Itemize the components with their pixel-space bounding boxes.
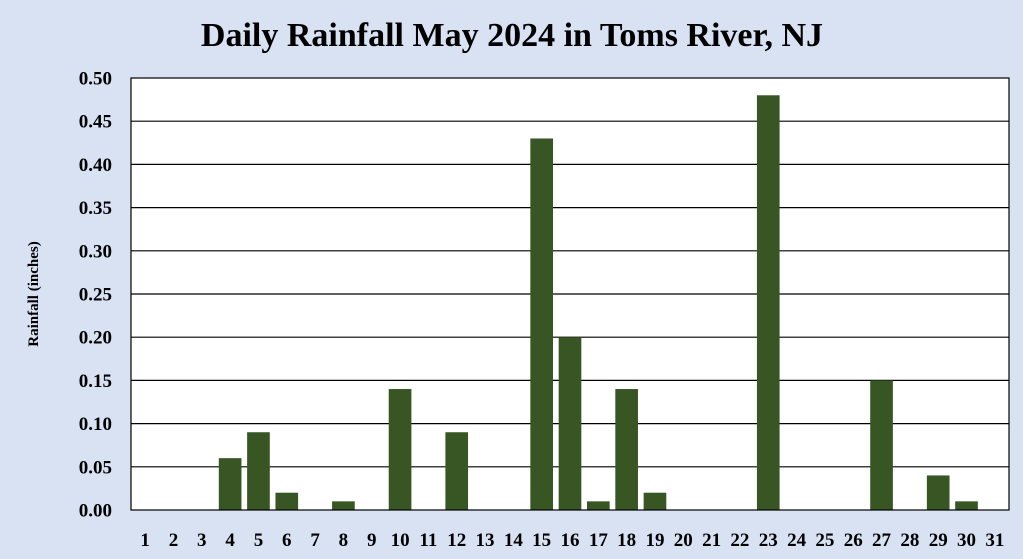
- y-tick-label: 0.05: [79, 457, 112, 478]
- bar-day-17: [586, 501, 610, 510]
- bar-day-16: [558, 337, 582, 510]
- y-tick-label: 0.45: [79, 112, 112, 133]
- y-tick-label: 0.35: [79, 198, 112, 219]
- x-tick-label: 7: [310, 530, 320, 551]
- x-tick-label: 25: [815, 530, 834, 551]
- x-tick-label: 20: [674, 530, 693, 551]
- bar-day-27: [870, 380, 893, 510]
- x-tick-label: 3: [197, 530, 207, 551]
- x-tick-label: 30: [957, 530, 976, 551]
- bar-day-10: [388, 389, 412, 510]
- y-tick-label: 0.40: [79, 155, 112, 176]
- bars: [218, 95, 978, 511]
- x-tick-label: 2: [169, 530, 179, 551]
- bar-day-12: [445, 432, 469, 510]
- bar-day-30: [955, 501, 978, 510]
- x-tick-label: 26: [844, 530, 863, 551]
- x-tick-label: 5: [254, 530, 264, 551]
- x-tick-label: 10: [391, 530, 410, 551]
- x-tick-label: 4: [225, 530, 235, 551]
- x-tick-label: 16: [561, 530, 580, 551]
- x-tick-label: 15: [532, 530, 551, 551]
- x-tick-label: 1: [140, 530, 150, 551]
- y-axis-tick-labels: 0.00 0.05 0.10 0.15 0.20 0.25 0.30 0.35 0.40 0.45…: [79, 69, 112, 522]
- y-tick-label: 0.50: [79, 69, 112, 90]
- x-tick-label: 24: [787, 530, 807, 551]
- x-tick-label: 27: [872, 530, 892, 551]
- y-tick-label: 0.10: [79, 414, 112, 435]
- x-tick-label: 22: [730, 530, 749, 551]
- x-tick-label: 31: [985, 530, 1004, 551]
- y-tick-label: 0.30: [79, 241, 112, 262]
- x-tick-label: 29: [929, 530, 948, 551]
- bar-day-6: [275, 492, 299, 510]
- x-tick-label: 13: [476, 530, 495, 551]
- bar-day-18: [615, 389, 638, 510]
- chart-title: Daily Rainfall May 2024 in Toms River, N…: [201, 17, 823, 54]
- x-tick-label: 6: [282, 530, 292, 551]
- x-tick-label: 19: [645, 530, 664, 551]
- x-tick-label: 8: [339, 530, 349, 551]
- y-axis-title: Rainfall (inches): [26, 241, 42, 346]
- x-axis-tick-labels: 1 2 3 4 5 6 7 8 9 10 11 12 13 14 15 16 17 18 19 20 21 22 23 24 2…: [140, 530, 1004, 551]
- y-tick-label: 0.25: [79, 285, 112, 306]
- bar-day-5: [247, 432, 270, 510]
- x-tick-label: 14: [504, 530, 524, 551]
- x-tick-label: 9: [367, 530, 377, 551]
- bar-day-29: [926, 475, 950, 510]
- x-tick-label: 23: [759, 530, 778, 551]
- x-tick-label: 21: [702, 530, 721, 551]
- bar-day-8: [332, 501, 355, 510]
- x-tick-label: 12: [447, 530, 466, 551]
- y-tick-label: 0.00: [79, 501, 112, 522]
- x-tick-label: 17: [589, 530, 609, 551]
- x-tick-label: 11: [419, 530, 437, 551]
- y-tick-label: 0.15: [79, 371, 112, 392]
- plot-frame: [130, 77, 1010, 511]
- x-tick-label: 18: [617, 530, 636, 551]
- bar-day-23: [756, 95, 780, 510]
- bar-day-4: [218, 458, 242, 510]
- y-tick-label: 0.20: [79, 328, 112, 349]
- bar-day-19: [643, 492, 667, 510]
- x-tick-label: 28: [900, 530, 919, 551]
- bar-day-15: [530, 138, 554, 511]
